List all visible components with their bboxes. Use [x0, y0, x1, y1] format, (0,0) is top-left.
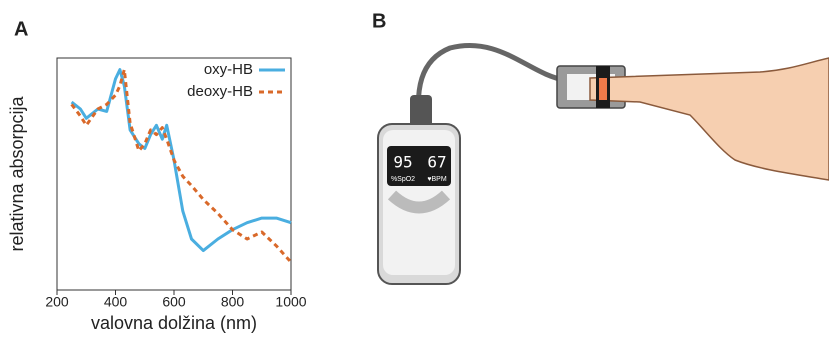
panel-label: A: [14, 18, 28, 40]
plot-frame: [56, 57, 292, 291]
oximeter-illustration: 95 67 %SpO2 ♥BPM: [377, 43, 829, 285]
y-axis-label: relativna absorpcija: [7, 95, 27, 251]
sensor-light: [599, 78, 607, 100]
device-screen: [387, 146, 451, 186]
cable: [415, 43, 566, 129]
panel-label: B: [372, 10, 386, 32]
x-tick-label: 200: [45, 294, 69, 310]
x-tick-label: 1000: [275, 294, 306, 310]
legend-label: deoxy-HB: [187, 83, 253, 100]
pulse-label: ♥BPM: [427, 176, 446, 183]
pulse-value: 67: [427, 153, 446, 172]
x-tick-label: 800: [221, 294, 245, 310]
x-tick-label: 400: [104, 294, 128, 310]
device-buttons: [387, 190, 451, 214]
plug: [410, 95, 432, 130]
spo2-value: 95: [393, 153, 412, 172]
legend-label: oxy-HB: [204, 61, 253, 78]
spo2-label: %SpO2: [391, 176, 415, 183]
x-tick-label: 600: [162, 294, 186, 310]
data-line: [70, 68, 293, 264]
x-axis-label: valovna dolžina (nm): [91, 313, 257, 333]
data-line: [70, 68, 292, 253]
hand: [589, 57, 829, 181]
